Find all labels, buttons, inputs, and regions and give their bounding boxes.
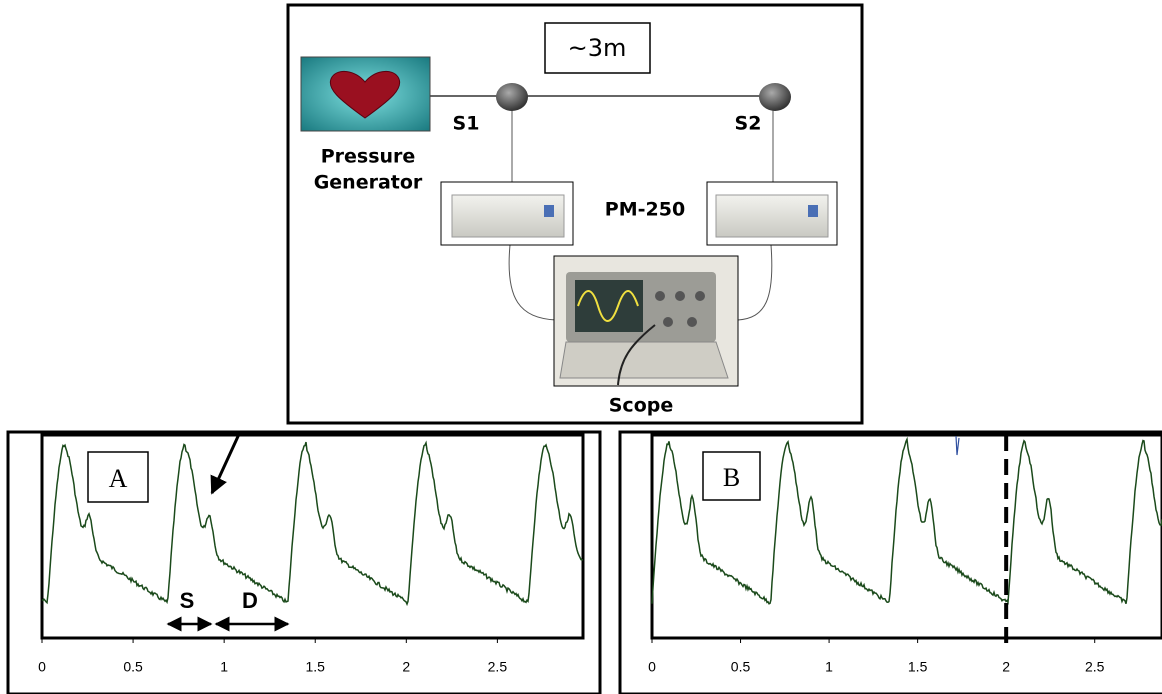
heart-icon (329, 70, 401, 119)
setup-diagram: ~3m S1 S2 Pressure Generator PM-250 (286, 3, 864, 425)
panel-label: A (109, 464, 128, 493)
panel-frame (618, 430, 1162, 694)
panel-label-box (87, 451, 149, 503)
trace-panels: 0 0.5 1 1.5 2 2.5 A S D 0 0.5 1 1.5 2 2.5 B (6, 430, 1162, 694)
annotation: S (180, 588, 195, 613)
x-tick-label: 0 (38, 659, 46, 675)
sensor-label: S2 (735, 113, 762, 135)
sensor-label: S1 (453, 113, 480, 135)
sensor-s1 (496, 83, 528, 111)
x-tick-label: 0 (648, 659, 656, 675)
panel-frame (6, 430, 602, 694)
annotation-arrow (210, 431, 242, 495)
monitor-label: PM-250 (605, 199, 685, 221)
sensor-s2 (759, 83, 791, 111)
panel-label-box (702, 451, 761, 501)
x-tick-label: 0.5 (731, 659, 751, 675)
x-tick-label: 2.5 (1085, 659, 1105, 675)
distance-box (544, 22, 651, 74)
x-tick-label: 1 (220, 659, 228, 675)
generator-label: Pressure (321, 146, 416, 168)
cable (737, 244, 773, 321)
x-tick-label: 1.5 (908, 659, 928, 675)
pressure-trace (41, 440, 584, 607)
x-tick-label: 1.5 (305, 659, 325, 675)
x-tick-label: 2.5 (488, 659, 508, 675)
pressure-trace (651, 436, 1162, 606)
x-tick-label: 2 (402, 659, 410, 675)
stray-mark (955, 435, 960, 456)
distance-label: ~3m (568, 34, 627, 62)
panel-label: B (723, 463, 740, 492)
x-tick-label: 1 (825, 659, 833, 675)
generator-label: Generator (314, 172, 423, 194)
x-tick-label: 0.5 (123, 659, 143, 675)
annotation: D (242, 588, 258, 613)
monitor-device (706, 181, 838, 246)
scope-image (553, 255, 739, 387)
x-tick-label: 2 (1002, 659, 1010, 675)
scope-label: Scope (609, 395, 674, 417)
monitor-device (440, 181, 574, 246)
cable (508, 244, 557, 321)
